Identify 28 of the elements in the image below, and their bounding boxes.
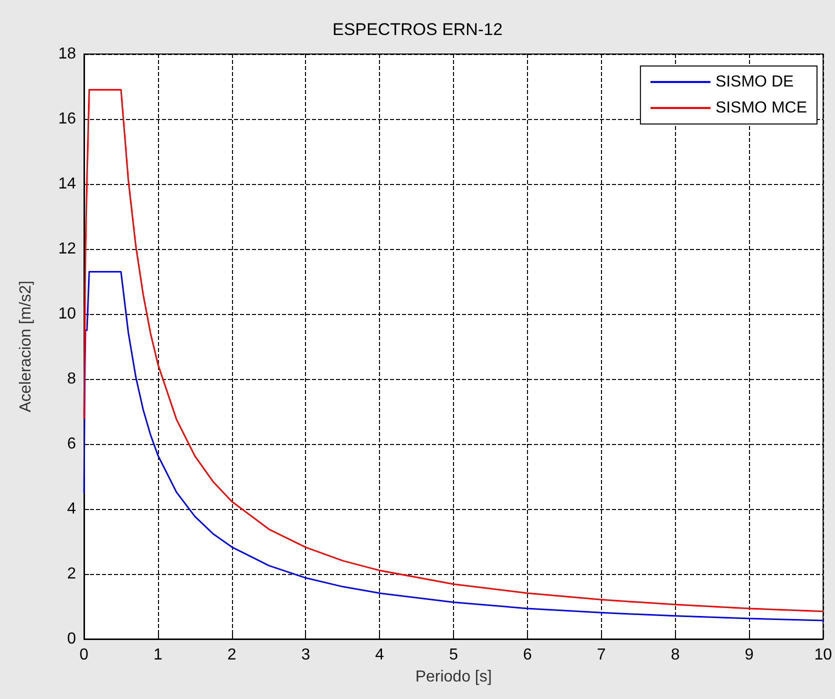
y-tick-label: 18 [58, 46, 76, 62]
x-tick-label: 6 [523, 646, 532, 664]
y-tick-label: 2 [67, 566, 76, 582]
legend-label: SISMO MCE [715, 100, 807, 116]
y-tick-label: 16 [58, 110, 76, 128]
x-tick-label: 10 [814, 646, 832, 664]
x-tick-label: 9 [744, 646, 754, 664]
x-tick-label: 2 [227, 646, 236, 664]
x-axis-title: Periodo [s] [415, 668, 492, 686]
line-series [83, 271, 824, 622]
line-series [83, 89, 824, 612]
y-tick-label: 6 [67, 436, 76, 452]
y-tick-label: 12 [58, 240, 76, 258]
chart-title: ESPECTROS ERN-12 [332, 20, 503, 39]
x-tick-label: 4 [375, 646, 384, 664]
x-tick-label: 3 [301, 646, 310, 664]
y-tick-label: 10 [58, 306, 76, 322]
y-tick-label: 14 [58, 176, 76, 192]
y-tick-label: 0 [67, 630, 76, 648]
y-tick-label: 8 [67, 370, 76, 388]
x-tick-label: 7 [596, 646, 606, 664]
x-tick-label: 1 [153, 646, 162, 664]
x-tick-label: 0 [80, 646, 89, 664]
legend-label: SISMO DE [715, 74, 794, 90]
y-axis-title: Aceleracion [m/s2] [18, 280, 34, 412]
x-tick-label: 8 [670, 646, 680, 664]
x-tick-label: 5 [449, 646, 458, 664]
y-tick-label: 4 [67, 500, 76, 518]
